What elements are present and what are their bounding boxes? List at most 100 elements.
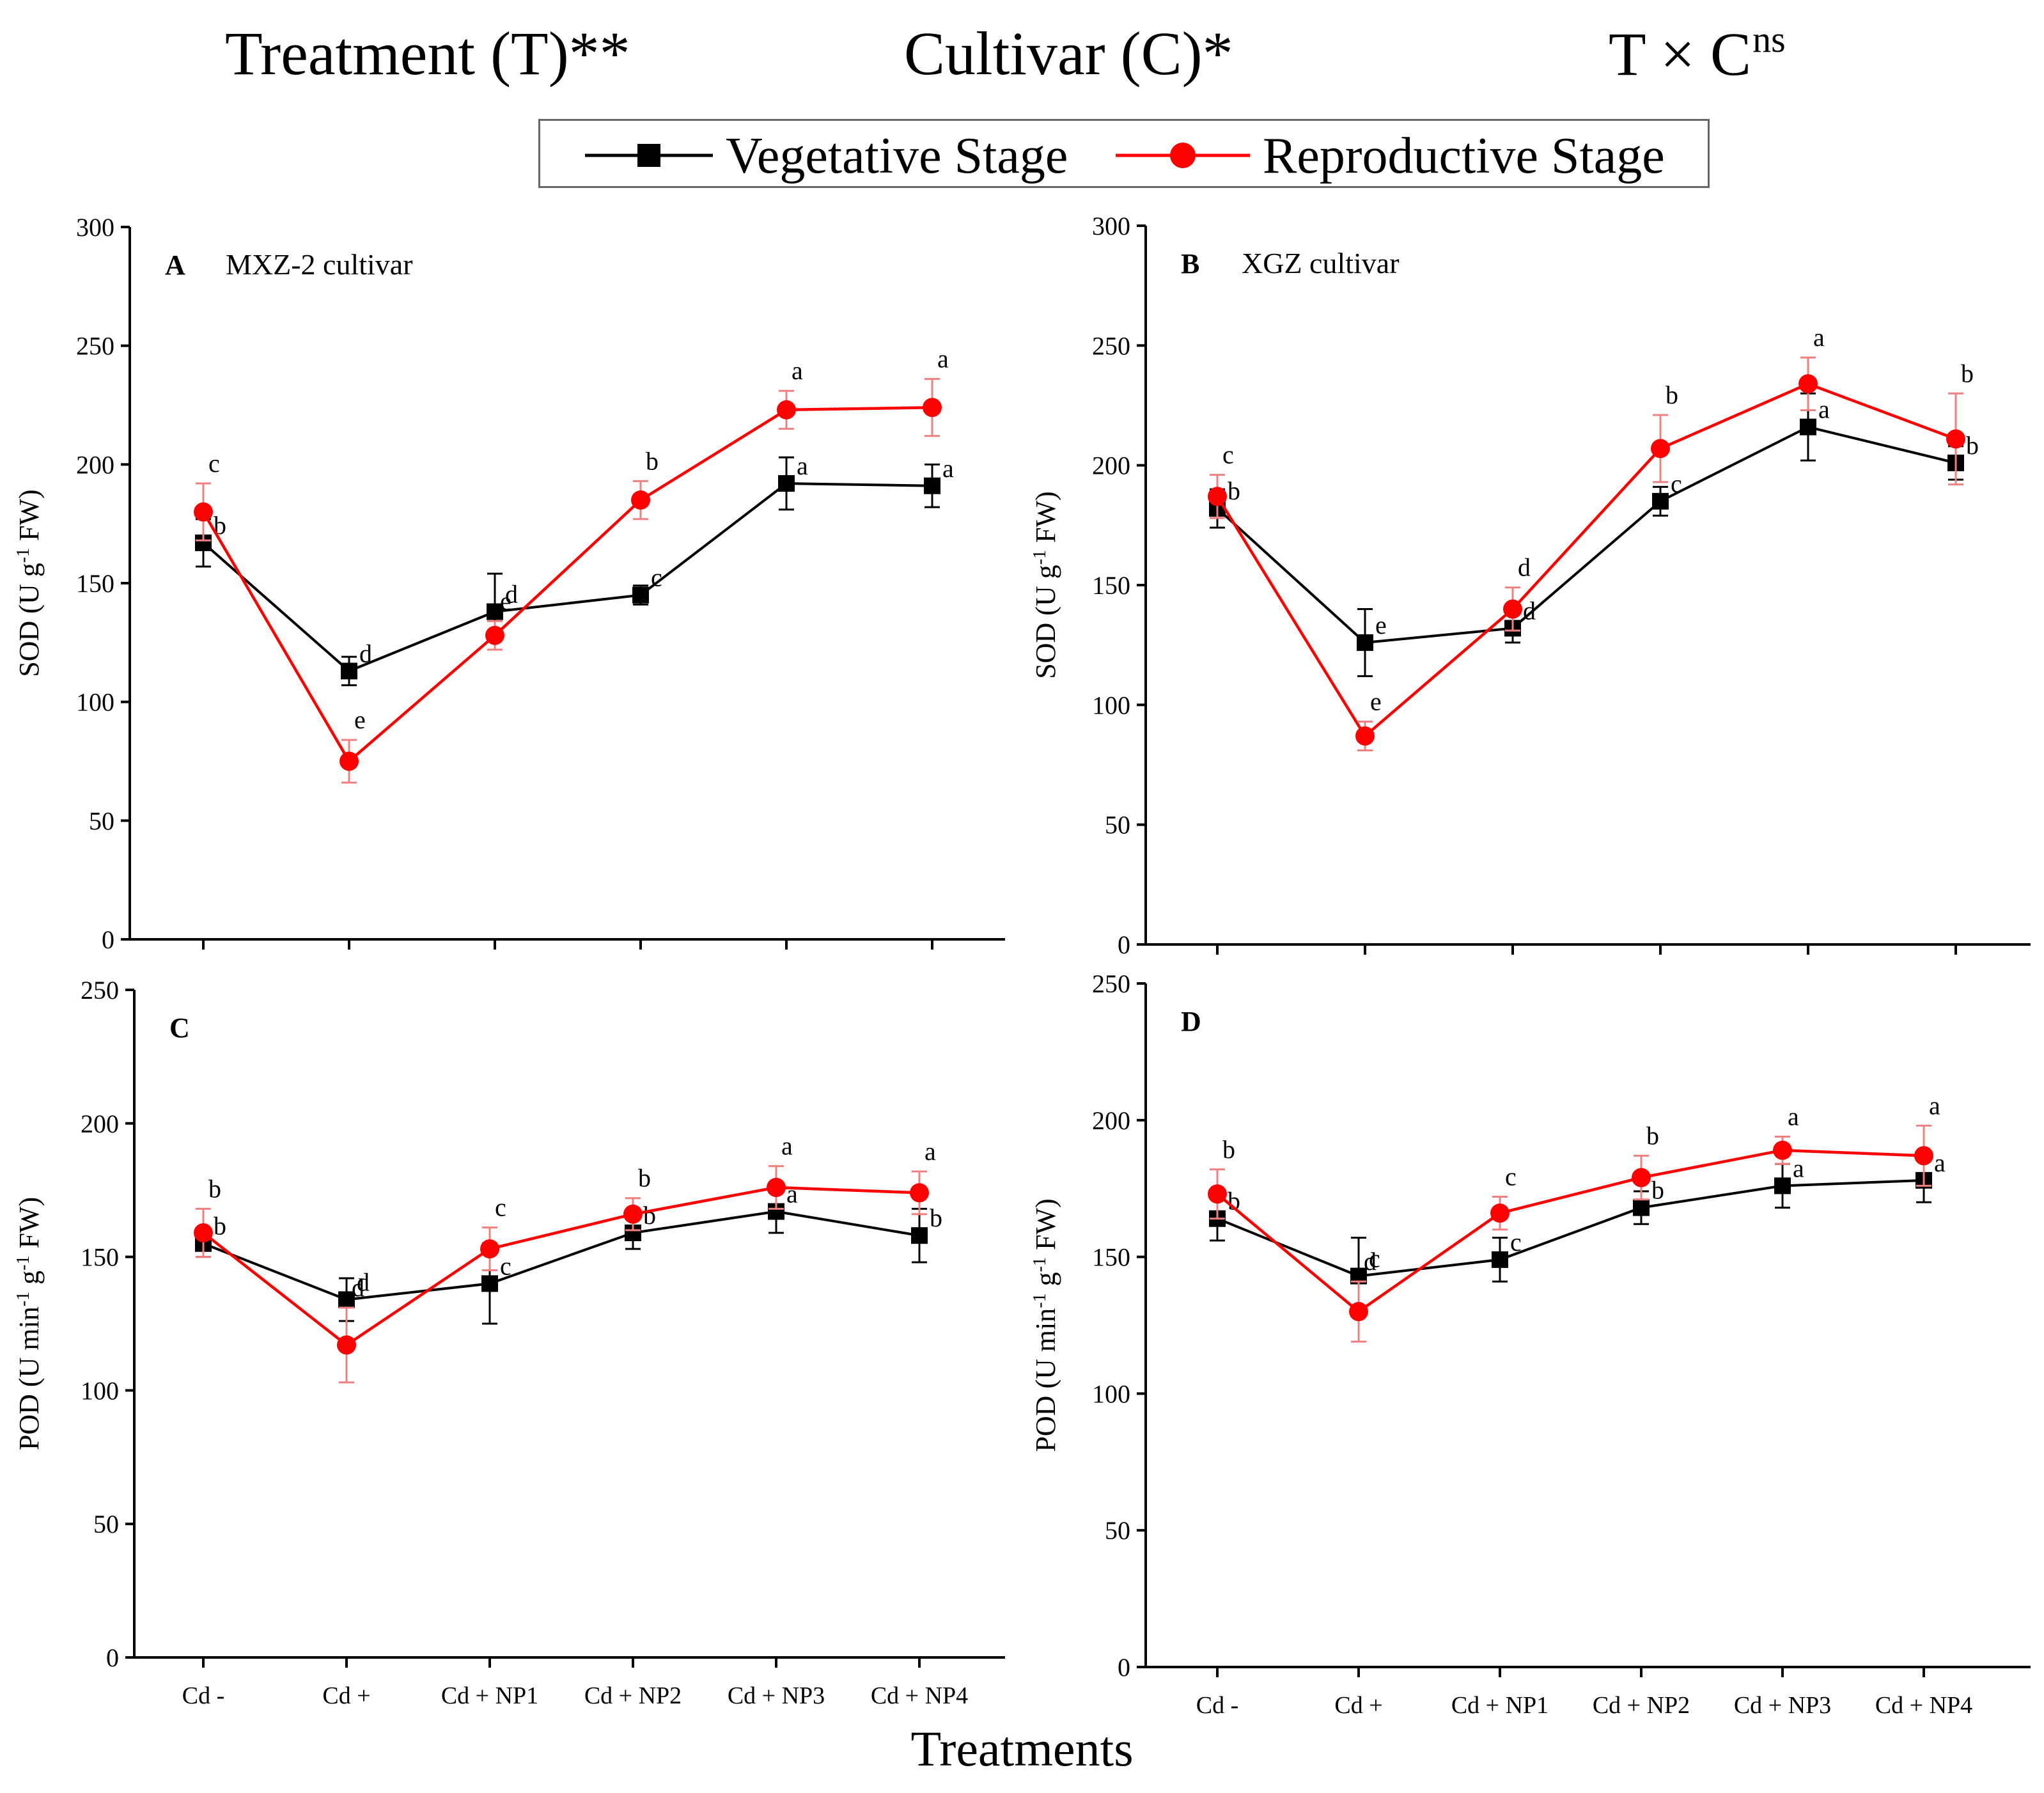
vegetative-significance-letter: c [1510,1228,1522,1257]
reproductive-significance-letter: a [937,345,949,373]
vegetative-significance-letter: a [1793,1154,1804,1182]
y-axis-label: POD (U min-1 g-1 FW) [1030,1198,1062,1452]
y-label-sup2: -1 [13,1256,33,1271]
vegetative-significance-letter: e [1375,611,1387,639]
interaction-superscript: ns [1752,19,1786,60]
reproductive-data-point [194,1223,213,1243]
panel-title: MXZ-2 cultivar [226,248,413,281]
y-tick-label: 100 [1092,1379,1130,1408]
y-tick-label: 50 [1105,811,1130,840]
reproductive-significance-letter: a [1788,1102,1799,1131]
vegetative-significance-letter: b [1228,1187,1240,1216]
y-label-sup: -1 [1030,1293,1050,1308]
reproductive-data-point [1490,1203,1510,1223]
vegetative-data-point [911,1227,928,1244]
reproductive-data-point [1503,599,1522,619]
reproductive-significance-letter: c [495,1193,506,1222]
vegetative-series-line [202,482,933,673]
y-tick-label: 100 [76,688,114,717]
reproductive-significance-letter: a [1813,323,1825,352]
vegetative-significance-letter: b [1966,431,1979,460]
legend-reproductive-marker [1170,143,1196,168]
reproductive-significance-letter: b [1961,359,1974,388]
reproductive-data-point [194,502,213,522]
legend-vegetative-marker [637,144,660,167]
reproductive-significance-letter: b [638,1164,651,1193]
vegetative-significance-letter: a [797,451,808,480]
y-tick-label: 150 [1092,571,1130,600]
reproductive-significance-letter: a [781,1132,793,1161]
y-tick-label: 150 [76,569,114,598]
reproductive-data-point [1208,1184,1227,1204]
reproductive-significance-letter: a [1929,1091,1940,1120]
x-tick-label: Cd - [182,1682,225,1709]
reproductive-data-point [777,400,796,419]
vegetative-series-line [203,1210,920,1301]
reproductive-data-point [1946,429,1965,449]
reproductive-data-point [480,1239,499,1259]
reproductive-significance-letter: a [924,1137,936,1166]
y-tick-label: 0 [102,925,114,954]
vegetative-series-line [1216,425,1956,644]
reproductive-data-point [1651,439,1670,458]
x-axis-title: Treatments [910,1721,1134,1776]
y-label-sup: -1 [1030,550,1050,565]
reproductive-significance-letter: c [1505,1163,1517,1191]
reproductive-significance-letter: d [1364,1247,1377,1276]
vegetative-significance-letter: a [942,454,954,483]
y-label-end: FW) [1030,491,1061,550]
y-tick-label: 250 [76,332,114,361]
reproductive-data-point [485,625,504,645]
y-label-end: FW) [13,489,45,548]
x-tick-label: Cd + NP2 [1593,1692,1690,1719]
panel-title: XGZ cultivar [1242,247,1400,279]
y-tick-label: 200 [1092,451,1130,480]
panel-letter: A [165,249,185,281]
cultivar-significance: Cultivar (C)* [904,19,1233,88]
interaction-label: T × C [1609,20,1752,88]
y-label-sup2: -1 [1030,1257,1050,1272]
y-axis-label: SOD (U g-1 FW) [1030,491,1062,678]
vegetative-significance-letter: c [500,1251,511,1280]
panel-letter: C [169,1012,190,1044]
y-axis-label: SOD (U g-1 FW) [13,489,45,677]
reproductive-data-point [1773,1140,1792,1160]
y-tick-label: 250 [1092,331,1130,360]
x-tick-label: Cd - [1196,1692,1239,1719]
reproductive-data-point [1349,1302,1368,1322]
vegetative-significance-letter: b [1651,1176,1664,1205]
legend-symbols [585,143,1250,168]
vegetative-series-line [1217,1178,1924,1278]
y-tick-label: 250 [81,976,119,1005]
y-tick-label: 0 [1118,930,1130,959]
reproductive-data-point [923,398,942,418]
reproductive-data-point [910,1183,929,1203]
vegetative-significance-letter: a [1818,395,1830,424]
x-tick-label: Cd + NP3 [1734,1692,1831,1719]
vegetative-significance-letter: b [214,1212,226,1241]
y-tick-label: 50 [93,1510,119,1539]
reproductive-data-point [337,1335,356,1355]
treatment-significance: Treatment (T)** [225,19,630,88]
vegetative-data-point [481,1275,498,1292]
vegetative-significance-letter: c [1369,1244,1380,1273]
vegetative-data-point [1357,634,1373,651]
reproductive-data-point [339,751,359,771]
x-tick-label: Cd + NP3 [728,1682,825,1709]
vegetative-significance-letter: b [1228,476,1240,505]
vegetative-data-point [632,586,649,604]
y-tick-label: 100 [81,1376,119,1405]
reproductive-significance-letter: e [1370,687,1382,716]
x-tick-label: Cd + [322,1682,370,1709]
y-label-main: POD (U min [13,1306,45,1450]
reproductive-series-line [1216,382,1956,739]
x-tick-label: Cd + NP1 [441,1682,538,1709]
legend-vegetative-label: Vegetative Stage [726,128,1068,184]
y-tick-label: 150 [81,1243,119,1272]
legend-reproductive-label: Reproductive Stage [1263,128,1665,184]
reproductive-significance-letter: e [354,705,366,734]
reproductive-significance-letter: b [646,446,659,475]
vegetative-significance-letter: c [651,563,662,592]
vegetative-significance-letter: a [1934,1148,1946,1177]
